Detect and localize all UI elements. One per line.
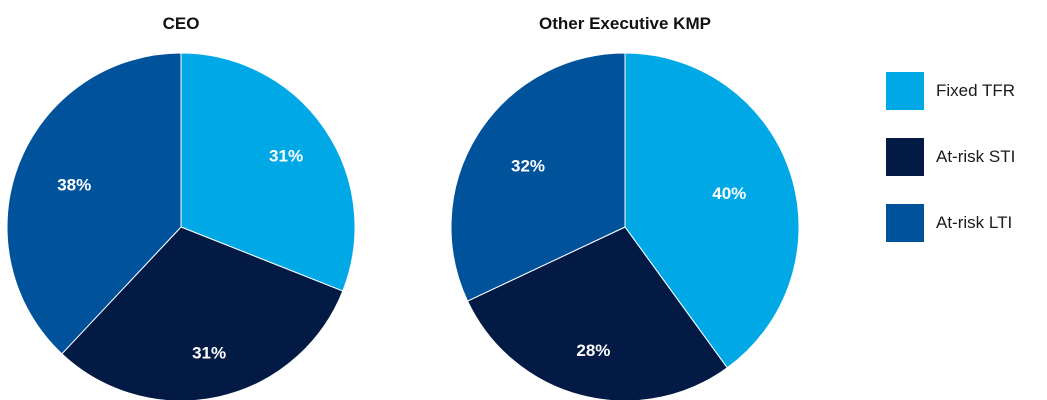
legend-item-at-risk-lti: At-risk LTI	[886, 204, 1015, 242]
chart-legend: Fixed TFR At-risk STI At-risk LTI	[886, 72, 1015, 270]
pie-label-ceo-at-risk-sti: 31%	[192, 344, 226, 363]
legend-item-at-risk-sti: At-risk STI	[886, 138, 1015, 176]
pie-slice-other-executive-kmp-at-risk-sti	[466, 226, 728, 400]
chart-title-other-executive-kmp: Other Executive KMP	[539, 14, 711, 33]
pie-slices-other-executive-kmp	[450, 52, 800, 400]
legend-swatch-at-risk-lti	[886, 204, 924, 242]
pie-label-other-executive-kmp-at-risk-lti: 32%	[511, 156, 545, 175]
legend-label-at-risk-sti: At-risk STI	[936, 147, 1016, 166]
chart-title-ceo: CEO	[163, 14, 200, 33]
pie-slice-other-executive-kmp-fixed-tfr	[624, 52, 800, 369]
pie-label-other-executive-kmp-fixed-tfr: 40%	[712, 184, 746, 203]
pie-slices-ceo	[6, 52, 356, 400]
pie-label-ceo-at-risk-lti: 38%	[57, 176, 91, 195]
pie-chart-other-executive-kmp: Other Executive KMP 40% 28% 32%	[450, 14, 800, 400]
legend-item-fixed-tfr: Fixed TFR	[886, 72, 1015, 110]
legend-label-fixed-tfr: Fixed TFR	[936, 81, 1016, 100]
pie-slice-ceo-at-risk-sti	[61, 226, 344, 400]
pie-label-other-executive-kmp-at-risk-sti: 28%	[576, 341, 610, 360]
pie-slice-ceo-at-risk-lti	[6, 52, 182, 355]
pie-label-ceo-fixed-tfr: 31%	[269, 147, 303, 166]
legend-swatch-at-risk-sti	[886, 138, 924, 176]
pie-chart-ceo: CEO 31% 31% 38%	[6, 14, 356, 400]
pie-labels-other-executive-kmp: 40% 28% 32%	[511, 156, 746, 360]
legend-swatch-fixed-tfr	[886, 72, 924, 110]
pie-labels-ceo: 31% 31% 38%	[57, 147, 303, 363]
pie-slice-other-executive-kmp-at-risk-lti	[450, 52, 626, 302]
pie-slice-ceo-fixed-tfr	[180, 52, 356, 292]
legend-label-at-risk-lti: At-risk LTI	[936, 213, 1013, 232]
